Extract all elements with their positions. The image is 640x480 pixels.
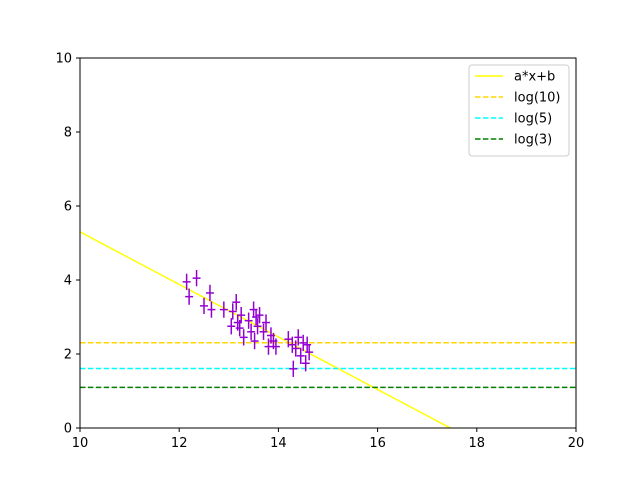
legend: a*x+b log(10) log(5) log(3) (468, 64, 570, 157)
data-point (227, 318, 236, 335)
data-point (288, 336, 297, 353)
legend-label: log(10) (514, 91, 561, 106)
y-tick-label: 8 (64, 126, 72, 141)
legend-box (468, 64, 570, 157)
data-point (192, 270, 201, 287)
data-point (301, 355, 310, 372)
data-point (232, 294, 241, 311)
data-point (262, 314, 270, 331)
data-point (299, 334, 308, 352)
data-point (200, 297, 208, 315)
y-tick-label: 6 (64, 200, 72, 215)
data-point (264, 338, 273, 355)
y-tick-label: 2 (64, 348, 72, 363)
data-point (253, 318, 262, 335)
data-point (207, 301, 216, 318)
data-point (185, 288, 194, 305)
data-point (255, 307, 264, 324)
plot-clip-group (80, 231, 576, 428)
data-point (235, 319, 244, 337)
data-point (294, 329, 303, 346)
legend-label: a*x+b (514, 70, 555, 85)
axis-ticks: 10 12 14 16 18 20 0 2 4 6 8 10 (55, 52, 584, 452)
data-point (291, 340, 300, 357)
data-point (289, 360, 298, 377)
plot-area (80, 231, 576, 428)
x-tick-label: 18 (469, 436, 486, 451)
data-point (259, 323, 268, 340)
data-point (250, 332, 259, 350)
x-tick-label: 16 (369, 436, 386, 451)
data-point (228, 303, 237, 320)
data-point (296, 347, 305, 364)
x-tick-label: 10 (72, 436, 89, 451)
data-point (219, 301, 228, 318)
legend-label: log(5) (514, 112, 552, 127)
x-tick-label: 12 (171, 436, 188, 451)
y-tick-label: 0 (64, 422, 72, 437)
data-point (247, 323, 256, 340)
data-point (271, 338, 280, 355)
data-point (244, 312, 253, 329)
data-point (237, 307, 246, 324)
y-tick-label: 4 (64, 274, 72, 289)
axes-frame (79, 57, 577, 429)
data-point (205, 284, 214, 302)
data-point (239, 329, 248, 346)
x-tick-label: 20 (568, 436, 585, 451)
legend-label: log(3) (514, 133, 552, 148)
x-tick-label: 14 (270, 436, 287, 451)
data-point (305, 344, 314, 361)
data-point (182, 273, 191, 290)
data-point (252, 308, 261, 326)
fit-line (80, 231, 452, 428)
y-tick-label: 10 (55, 52, 72, 67)
